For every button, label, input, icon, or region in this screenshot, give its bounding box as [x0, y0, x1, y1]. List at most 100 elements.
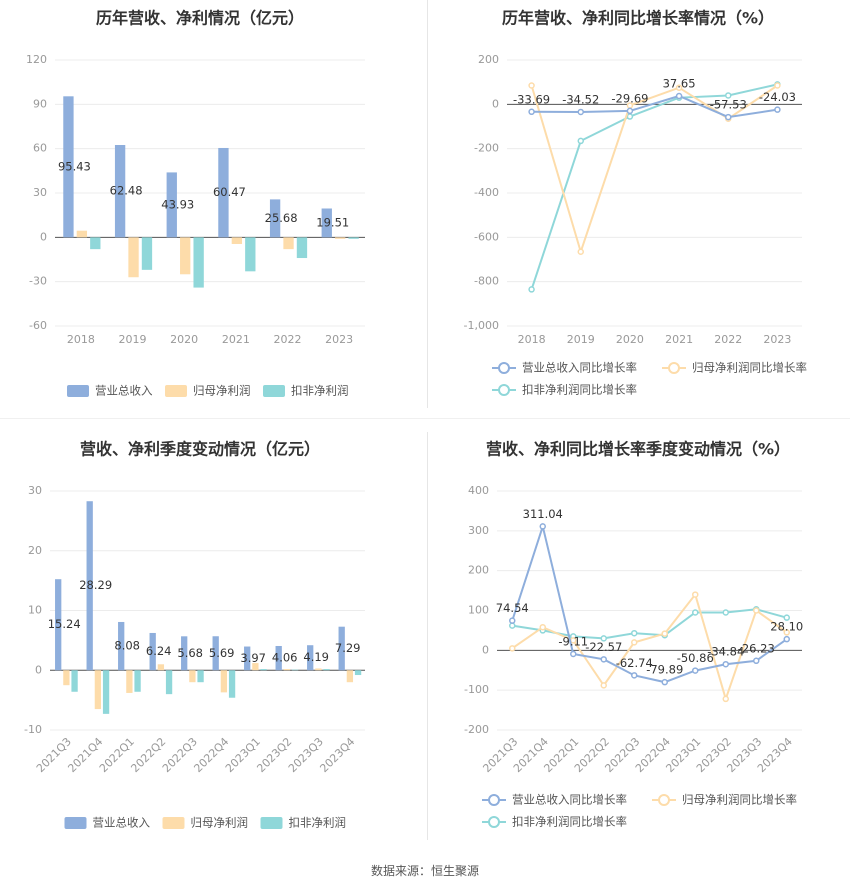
- legend-label: 归母净利润: [193, 384, 251, 398]
- data-label: 60.47: [213, 185, 246, 199]
- y-tick-label: -60: [29, 319, 47, 332]
- bar: [141, 237, 153, 270]
- data-label: 311.04: [523, 507, 563, 521]
- chart-title: 营收、净利季度变动情况（亿元）: [80, 440, 320, 459]
- data-label: -50.86: [677, 651, 714, 665]
- data-label: -79.89: [646, 663, 683, 677]
- quarterly-revenue-profit-chart: 营收、净利季度变动情况（亿元）-1001020302021Q32021Q4202…: [24, 440, 365, 830]
- data-label: -22.57: [585, 640, 622, 654]
- data-label: -33.69: [513, 92, 550, 106]
- bar: [228, 670, 236, 698]
- data-point: [675, 84, 683, 91]
- x-tick-label: 2018: [518, 333, 546, 346]
- x-tick-label: 2022: [274, 333, 302, 346]
- series-line: [511, 592, 788, 703]
- bar: [220, 670, 228, 693]
- legend-marker: [498, 362, 510, 374]
- bar: [128, 237, 139, 278]
- y-tick-label: 90: [33, 97, 47, 110]
- series-line: [511, 522, 788, 684]
- x-tick-label: 2022: [714, 333, 742, 346]
- y-tick-label: -200: [474, 142, 499, 155]
- x-tick-label: 2021: [222, 333, 250, 346]
- chart-title: 历年营收、净利同比增长率情况（%）: [502, 9, 774, 28]
- data-label: -24.03: [759, 90, 796, 104]
- vertical-divider-bottom: [427, 432, 428, 840]
- data-point: [692, 667, 699, 674]
- bar: [231, 237, 243, 244]
- bar: [283, 669, 291, 671]
- bar: [296, 237, 308, 259]
- data-point: [631, 639, 638, 646]
- data-label: -9.11: [558, 634, 588, 648]
- bar: [212, 636, 219, 671]
- bar: [218, 147, 229, 238]
- data-label: -62.74: [616, 656, 653, 670]
- bar: [323, 669, 330, 671]
- data-point: [577, 248, 584, 255]
- bar: [134, 670, 141, 692]
- y-tick-label: 20: [28, 544, 42, 557]
- data-point: [577, 108, 584, 116]
- bar: [307, 645, 314, 671]
- data-label: 8.08: [114, 639, 140, 653]
- data-label: -34.52: [562, 92, 599, 106]
- data-point: [528, 82, 535, 89]
- data-label: 4.19: [303, 650, 329, 664]
- data-point: [661, 678, 668, 686]
- y-tick-label: 400: [468, 484, 489, 497]
- data-point: [783, 629, 790, 636]
- data-point: [692, 609, 699, 616]
- data-point: [774, 82, 781, 89]
- bar: [180, 237, 191, 275]
- y-tick-label: -400: [474, 186, 499, 199]
- bar: [338, 626, 345, 671]
- data-label: 4.06: [272, 651, 298, 665]
- data-point: [774, 106, 781, 113]
- data-label: -29.69: [611, 91, 648, 105]
- data-label: 28.10: [770, 620, 803, 634]
- data-point: [783, 635, 790, 643]
- data-label: 7.29: [335, 641, 361, 655]
- annual-growth-rate-chart: 历年营收、净利同比增长率情况（%） -1,000 -800 -600 -400 -200 0…: [464, 9, 807, 397]
- legend-label: 归母净利润同比增长率: [692, 361, 807, 375]
- data-point: [753, 657, 760, 665]
- bar: [197, 670, 204, 683]
- data-point: [600, 656, 607, 663]
- legend-swatch: [263, 385, 285, 397]
- bar: [346, 670, 354, 683]
- data-point: [539, 523, 546, 530]
- data-label: 74.54: [496, 601, 529, 615]
- data-label: 19.51: [316, 215, 349, 229]
- legend-swatch: [165, 385, 187, 397]
- bar: [348, 237, 359, 239]
- bar: [181, 636, 188, 671]
- bar: [94, 670, 102, 710]
- bar: [118, 621, 125, 671]
- legend-label: 营业总收入: [93, 816, 151, 830]
- x-tick-label: 2021: [665, 333, 693, 346]
- legend-label: 扣非净利润: [291, 384, 349, 398]
- x-tick-label: 2018: [67, 333, 95, 346]
- data-label: 25.68: [265, 211, 298, 225]
- legend-label: 归母净利润: [191, 816, 249, 830]
- data-point: [725, 92, 732, 99]
- data-point: [577, 137, 584, 145]
- chart-title: 营收、净利同比增长率季度变动情况（%）: [486, 440, 790, 459]
- bar: [102, 670, 110, 714]
- y-tick-label: 30: [28, 484, 42, 497]
- bar: [86, 501, 93, 671]
- bar: [269, 199, 281, 238]
- data-label: 3.97: [240, 651, 266, 665]
- legend-swatch: [67, 385, 89, 397]
- data-point: [675, 92, 683, 100]
- y-tick-label: 120: [26, 53, 47, 66]
- legend-swatch: [260, 817, 283, 829]
- data-point: [631, 629, 638, 637]
- bar: [126, 670, 133, 693]
- y-tick-label: -1,000: [464, 319, 499, 332]
- annual-revenue-profit-chart: 历年营收、净利情况（亿元） -60 -30 0 30 60 90 120 2018 2019 202…: [26, 9, 365, 398]
- chart-title: 历年营收、净利情况（亿元）: [96, 9, 304, 28]
- vertical-divider-top: [427, 0, 428, 408]
